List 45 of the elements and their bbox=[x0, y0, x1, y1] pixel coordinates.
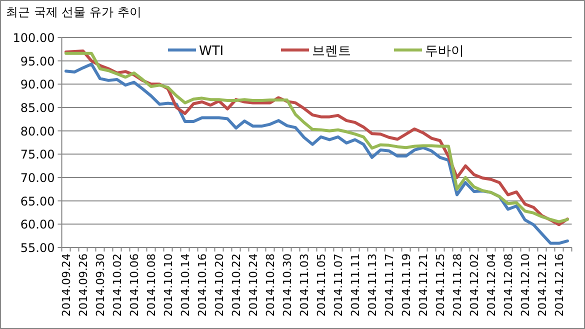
x-tick-label: 2014.11.17 bbox=[383, 254, 396, 316]
x-tick-label: 2014.10.22 bbox=[230, 254, 243, 316]
y-tick-label: 60.00 bbox=[20, 218, 55, 232]
x-tick-label: 2014.11.25 bbox=[434, 254, 447, 316]
x-tick-label: 2014.11.05 bbox=[315, 254, 328, 316]
x-tick-label: 2014.10.08 bbox=[145, 254, 158, 316]
y-tick-label: 80.00 bbox=[20, 124, 55, 138]
x-tick-label: 2014.10.30 bbox=[281, 254, 294, 316]
y-tick-label: 85.00 bbox=[20, 101, 55, 115]
x-tick-label: 2014.12.04 bbox=[485, 254, 498, 316]
y-tick-label: 55.00 bbox=[20, 241, 55, 255]
y-tick-label: 70.00 bbox=[20, 171, 55, 185]
legend-label: WTI bbox=[199, 44, 224, 59]
y-tick-label: 100.00 bbox=[12, 31, 55, 45]
x-tick-label: 2014.10.14 bbox=[179, 254, 192, 316]
y-tick-label: 95.00 bbox=[20, 54, 55, 68]
x-tick-label: 2014.09.30 bbox=[94, 254, 107, 316]
x-tick-label: 2014.10.28 bbox=[264, 254, 277, 316]
x-tick-label: 2014.10.10 bbox=[162, 254, 175, 316]
x-tick-label: 2014.11.19 bbox=[400, 254, 413, 316]
y-tick-label: 65.00 bbox=[20, 194, 55, 208]
x-tick-label: 2014.11.21 bbox=[417, 254, 430, 316]
y-tick-label: 90.00 bbox=[20, 78, 55, 92]
legend-label: 두바이 bbox=[425, 44, 464, 59]
legend-label: 브렌트 bbox=[312, 44, 351, 59]
x-tick-label: 2014.11.28 bbox=[451, 254, 464, 316]
x-tick-label: 2014.12.12 bbox=[536, 254, 549, 316]
x-tick-label: 2014.12.10 bbox=[519, 254, 532, 316]
y-tick-label: 75.00 bbox=[20, 148, 55, 162]
x-tick-label: 2014.10.20 bbox=[213, 254, 226, 316]
line-series bbox=[64, 62, 569, 245]
x-tick-label: 2014.09.26 bbox=[77, 254, 90, 316]
x-tick-label: 2014.09.24 bbox=[60, 254, 73, 316]
x-tick-label: 2014.12.16 bbox=[553, 254, 566, 316]
x-tick-label: 2014.10.24 bbox=[247, 254, 260, 316]
x-tick-label: 2014.12.02 bbox=[468, 254, 481, 316]
chart-title: 최근 국제 선물 유가 추이 bbox=[6, 5, 142, 19]
x-tick-label: 2014.11.11 bbox=[349, 254, 362, 316]
x-tick-label: 2014.10.02 bbox=[111, 254, 124, 316]
x-tick-label: 2014.10.16 bbox=[196, 254, 209, 316]
x-tick-label: 2014.12.08 bbox=[502, 254, 515, 316]
x-tick-label: 2014.11.07 bbox=[332, 254, 345, 316]
x-tick-label: 2014.11.03 bbox=[298, 254, 311, 316]
x-tick-label: 2014.11.13 bbox=[366, 254, 379, 316]
x-tick-label: 2014.10.06 bbox=[128, 254, 141, 316]
